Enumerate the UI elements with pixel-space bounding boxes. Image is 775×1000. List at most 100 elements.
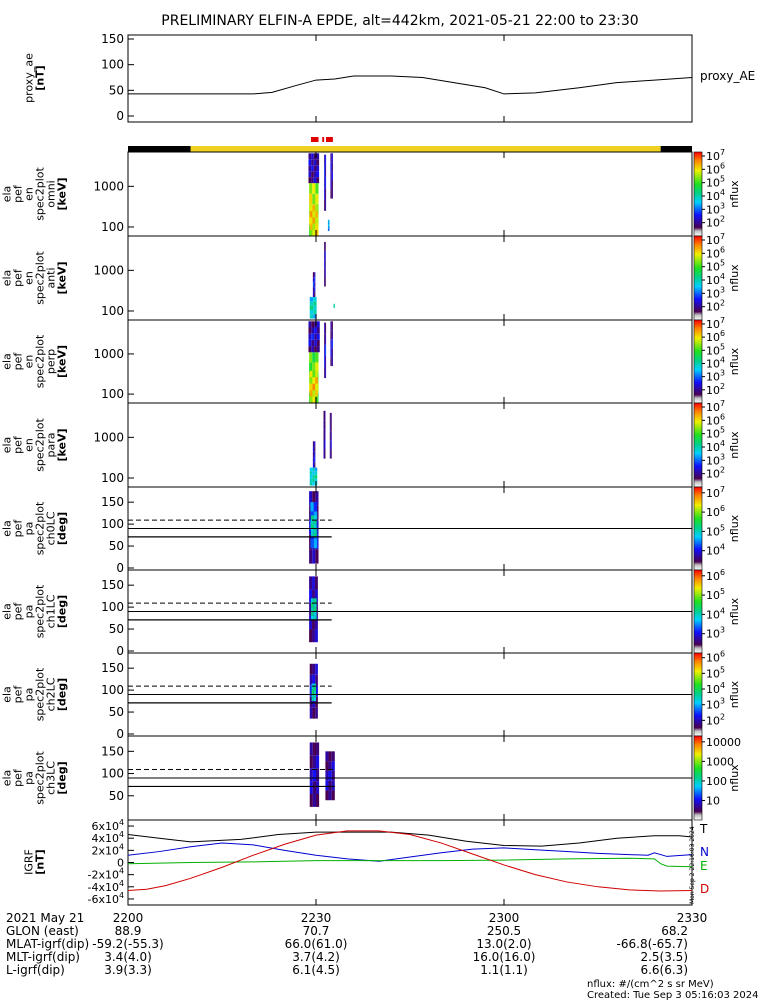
pa-ch1-pixel [309, 576, 313, 590]
spec-omni-pixel [330, 153, 332, 163]
spec-anti-pixel [312, 292, 315, 298]
spec-anti-pixel [333, 306, 335, 308]
spec-omni-pixel [309, 211, 313, 218]
spec-anti-pixel [324, 268, 326, 278]
spec-anti-ylabel: spec2plot [34, 251, 47, 305]
spec-perp-colorbar [693, 319, 703, 404]
spec-para-pixel [312, 481, 315, 486]
spec-anti-zlabel: nflux [728, 264, 741, 292]
pa-ch1-colorbar-label: 105 [706, 587, 725, 602]
pa-ch2-ylabel: ela [1, 686, 14, 703]
spec-para-colorbar [693, 402, 703, 488]
pa-ch3-pixel [316, 742, 320, 756]
spec-omni-pixel [312, 229, 316, 236]
spec-omni-pixel [327, 222, 329, 225]
spec-anti-pixel [313, 301, 317, 306]
spec-anti-ylabel: [keV] [56, 261, 69, 294]
spec-omni-ylabel: ela [1, 186, 14, 203]
pa-ch0-colorbar-label: 107 [706, 485, 725, 500]
pa-ch3-zlabel: nflux [728, 764, 741, 792]
pa-ch3-ytick-label: 50 [109, 789, 124, 803]
date-label: 2021 May 21 [6, 911, 84, 925]
ephemeris-value: 3.7(4.2) [292, 950, 340, 964]
spec-omni-pixel [315, 217, 318, 224]
pa-ch2-pixel [312, 674, 316, 686]
spec-perp-pixel [309, 396, 313, 403]
pa-ch3-pixel [328, 761, 332, 771]
spec-omni-pixel [309, 204, 313, 212]
spec-para-pixel [323, 429, 325, 440]
spec-perp-pixel [314, 346, 317, 353]
spec-perp-colorbar-label: 104 [706, 355, 725, 370]
spec-perp-pixel [330, 357, 332, 367]
spec-anti-pixel [309, 314, 314, 319]
spec-omni-pixel [327, 226, 329, 229]
pa-ch1-ytick-label: 150 [101, 578, 124, 592]
spec-omni-pixel [308, 177, 312, 184]
spec-omni-pixel [325, 188, 327, 200]
spec-omni-colorbar-label: 102 [706, 215, 725, 230]
spec-para-pixel [329, 449, 331, 459]
spec-anti-pixel [309, 297, 314, 302]
pa-ch3-pixel [331, 761, 335, 771]
pa-ch1-pixel [312, 615, 315, 630]
spec-omni-colorbar [693, 151, 703, 237]
spec-omni-pixel [324, 188, 326, 200]
spec-omni-pixel [308, 153, 312, 160]
spec-perp-pixel [309, 370, 313, 378]
spec-perp-pixel [316, 327, 320, 334]
spec-omni-pixel [308, 159, 312, 166]
pa-ch3-pixel [331, 790, 335, 801]
spec-anti-pixel [313, 314, 317, 319]
pa-ch3-pixel [331, 770, 335, 781]
spec-anti-colorbar-label: 106 [706, 245, 725, 260]
spec-omni-pixel [309, 193, 313, 205]
pa-ch3-pixel [309, 755, 313, 769]
spec-anti-ytick-label: 1000 [93, 263, 124, 277]
pa-ch3-pixel [328, 770, 332, 781]
spec-perp-pixel [315, 377, 318, 384]
spec-omni-pixel [328, 224, 330, 227]
spec-anti-ylabel: anti [45, 267, 58, 288]
spec-para-pixel [309, 467, 313, 472]
spec-para-frame [127, 402, 693, 488]
pa-ch1-ylabel: pa [23, 605, 36, 619]
ephemeris-value: 70.7 [303, 924, 330, 938]
spec-perp-pixel [325, 322, 327, 334]
spec-para-ylabel: pef [12, 435, 25, 454]
spec-para-pixel [330, 449, 332, 459]
pa-ch1-pixel [314, 629, 318, 643]
proxy-ae-ytick-label: 50 [109, 83, 124, 97]
ephemeris-value: 88.9 [115, 924, 142, 938]
pa-ch1-colorbar [693, 569, 703, 654]
pa-ch1-pixel [309, 629, 313, 643]
spec-perp-pixel [330, 348, 332, 358]
spec-para-ylabel: ela [1, 437, 14, 454]
time-tick-label: 2300 [489, 911, 520, 925]
spec-anti-colorbar-label: 107 [706, 232, 725, 247]
spec-para-pixel [324, 410, 326, 421]
spec-omni-ytick-label: 1000 [93, 179, 124, 193]
spec-perp-pixel [331, 339, 333, 349]
spec-perp-pixel [314, 339, 317, 347]
spec-perp-pixel [324, 333, 326, 345]
pa-ch0-pixel [313, 502, 318, 512]
spec-para-pixel [309, 471, 313, 475]
ephemeris-label: L-igrf(dip) [6, 963, 65, 977]
spec-perp-pixel [309, 383, 313, 391]
ephemeris-label: MLT-igrf(dip) [6, 950, 80, 964]
spec-perp-pixel [325, 344, 327, 356]
pa-ch0-pixel [315, 549, 319, 564]
igrf-ytick-label: -2x104 [87, 867, 124, 882]
pa-ch3-pixel [325, 790, 329, 801]
igrf-line-N [127, 842, 693, 862]
spec-anti-ylabel: ela [1, 270, 14, 287]
spec-para-zlabel: nflux [728, 431, 741, 459]
spec-perp-pixel [311, 327, 315, 334]
spec-perp-pixel [308, 321, 312, 328]
spec-perp-pixel [316, 333, 320, 340]
pa-ch0-ylabel: spec2plot [34, 501, 47, 555]
spec-perp-pixel [308, 327, 312, 334]
pa-ch3-pixel [312, 781, 316, 794]
